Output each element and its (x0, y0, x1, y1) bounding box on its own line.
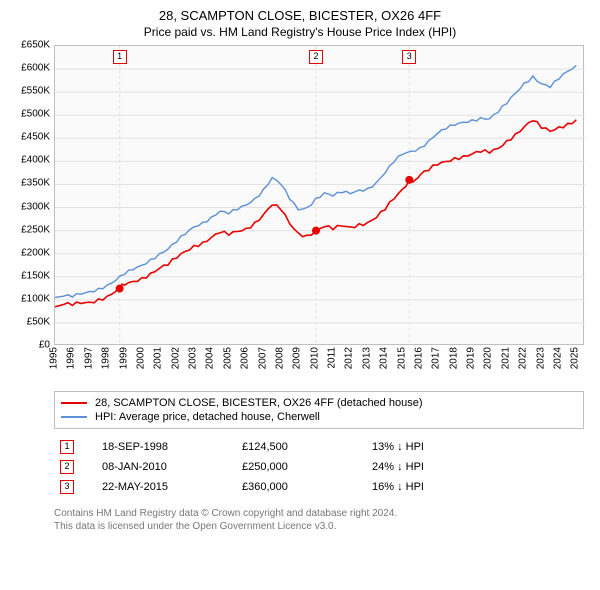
y-tick-label: £450K (21, 132, 50, 143)
transaction-marker-box: 2 (309, 50, 323, 64)
x-tick-label: 2020 (483, 347, 494, 369)
plot-area: 1 2 3 (54, 45, 584, 345)
y-tick-label: £600K (21, 63, 50, 74)
transaction-dot (405, 176, 413, 184)
x-tick-label: 2015 (396, 347, 407, 369)
y-tick-label: £550K (21, 86, 50, 97)
legend: 28, SCAMPTON CLOSE, BICESTER, OX26 4FF (… (54, 391, 584, 429)
x-tick-label: 2010 (309, 347, 320, 369)
x-tick-label: 1996 (66, 347, 77, 369)
y-axis: £0£50K£100K£150K£200K£250K£300K£350K£400… (10, 45, 54, 345)
transaction-hpi: 16% ↓ HPI (372, 481, 492, 493)
y-tick-label: £500K (21, 109, 50, 120)
x-tick-label: 2024 (552, 347, 563, 369)
y-tick-label: £100K (21, 293, 50, 304)
x-tick-label: 2017 (431, 347, 442, 369)
footer-line-2: This data is licensed under the Open Gov… (54, 520, 584, 533)
transaction-date: 18-SEP-1998 (102, 441, 242, 453)
transaction-hpi: 13% ↓ HPI (372, 441, 492, 453)
transaction-row-marker: 3 (60, 480, 74, 494)
legend-item: HPI: Average price, detached house, Cher… (61, 410, 577, 424)
y-tick-label: £150K (21, 270, 50, 281)
x-tick-label: 2000 (135, 347, 146, 369)
transaction-price: £360,000 (242, 481, 372, 493)
x-tick-label: 2014 (379, 347, 390, 369)
y-tick-label: £350K (21, 178, 50, 189)
x-tick-label: 2016 (413, 347, 424, 369)
x-tick-label: 2007 (257, 347, 268, 369)
transaction-marker-box: 3 (402, 50, 416, 64)
x-tick-label: 2009 (292, 347, 303, 369)
transaction-row: 2 08-JAN-2010£250,00024% ↓ HPI (54, 457, 584, 477)
legend-item: 28, SCAMPTON CLOSE, BICESTER, OX26 4FF (… (61, 396, 577, 410)
x-tick-label: 1995 (49, 347, 60, 369)
transaction-row-marker: 2 (60, 460, 74, 474)
transactions-table: 1 18-SEP-1998£124,50013% ↓ HPI 2 08-JAN-201… (54, 437, 584, 497)
footer-line-1: Contains HM Land Registry data © Crown c… (54, 507, 584, 520)
x-tick-label: 1999 (118, 347, 129, 369)
transaction-price: £124,500 (242, 441, 372, 453)
x-tick-label: 2002 (170, 347, 181, 369)
x-tick-label: 2022 (518, 347, 529, 369)
x-tick-label: 2019 (466, 347, 477, 369)
legend-swatch (61, 402, 87, 404)
x-tick-label: 1998 (101, 347, 112, 369)
x-tick-label: 2023 (535, 347, 546, 369)
x-tick-label: 2011 (327, 347, 338, 369)
footer: Contains HM Land Registry data © Crown c… (54, 507, 584, 533)
x-tick-label: 2001 (153, 347, 164, 369)
x-tick-label: 2003 (188, 347, 199, 369)
legend-label: 28, SCAMPTON CLOSE, BICESTER, OX26 4FF (… (95, 397, 422, 409)
y-tick-label: £200K (21, 247, 50, 258)
transaction-row: 3 22-MAY-2015£360,00016% ↓ HPI (54, 477, 584, 497)
transaction-date: 22-MAY-2015 (102, 481, 242, 493)
y-tick-label: £50K (27, 316, 50, 327)
transaction-dot (116, 285, 124, 293)
y-tick-label: £300K (21, 201, 50, 212)
page-title: 28, SCAMPTON CLOSE, BICESTER, OX26 4FF (10, 8, 590, 23)
transaction-hpi: 24% ↓ HPI (372, 461, 492, 473)
y-tick-label: £650K (21, 40, 50, 51)
x-tick-label: 2018 (448, 347, 459, 369)
x-tick-label: 2004 (205, 347, 216, 369)
transaction-price: £250,000 (242, 461, 372, 473)
transaction-date: 08-JAN-2010 (102, 461, 242, 473)
y-tick-label: £250K (21, 224, 50, 235)
x-tick-label: 2006 (240, 347, 251, 369)
x-tick-label: 2005 (222, 347, 233, 369)
x-tick-label: 1997 (83, 347, 94, 369)
transaction-marker-box: 1 (113, 50, 127, 64)
y-tick-label: £400K (21, 155, 50, 166)
x-tick-label: 2013 (361, 347, 372, 369)
series-line (55, 120, 576, 307)
transaction-row: 1 18-SEP-1998£124,50013% ↓ HPI (54, 437, 584, 457)
x-tick-label: 2021 (500, 347, 511, 369)
x-axis: 1995199619971998199920002001200220032004… (54, 347, 584, 385)
legend-swatch (61, 416, 87, 418)
x-tick-label: 2025 (570, 347, 581, 369)
plot-svg (55, 46, 585, 346)
transaction-dot (312, 227, 320, 235)
x-tick-label: 2008 (274, 347, 285, 369)
transaction-row-marker: 1 (60, 440, 74, 454)
price-chart: £0£50K£100K£150K£200K£250K£300K£350K£400… (10, 45, 590, 385)
x-tick-label: 2012 (344, 347, 355, 369)
legend-label: HPI: Average price, detached house, Cher… (95, 411, 320, 423)
page-subtitle: Price paid vs. HM Land Registry's House … (10, 25, 590, 39)
